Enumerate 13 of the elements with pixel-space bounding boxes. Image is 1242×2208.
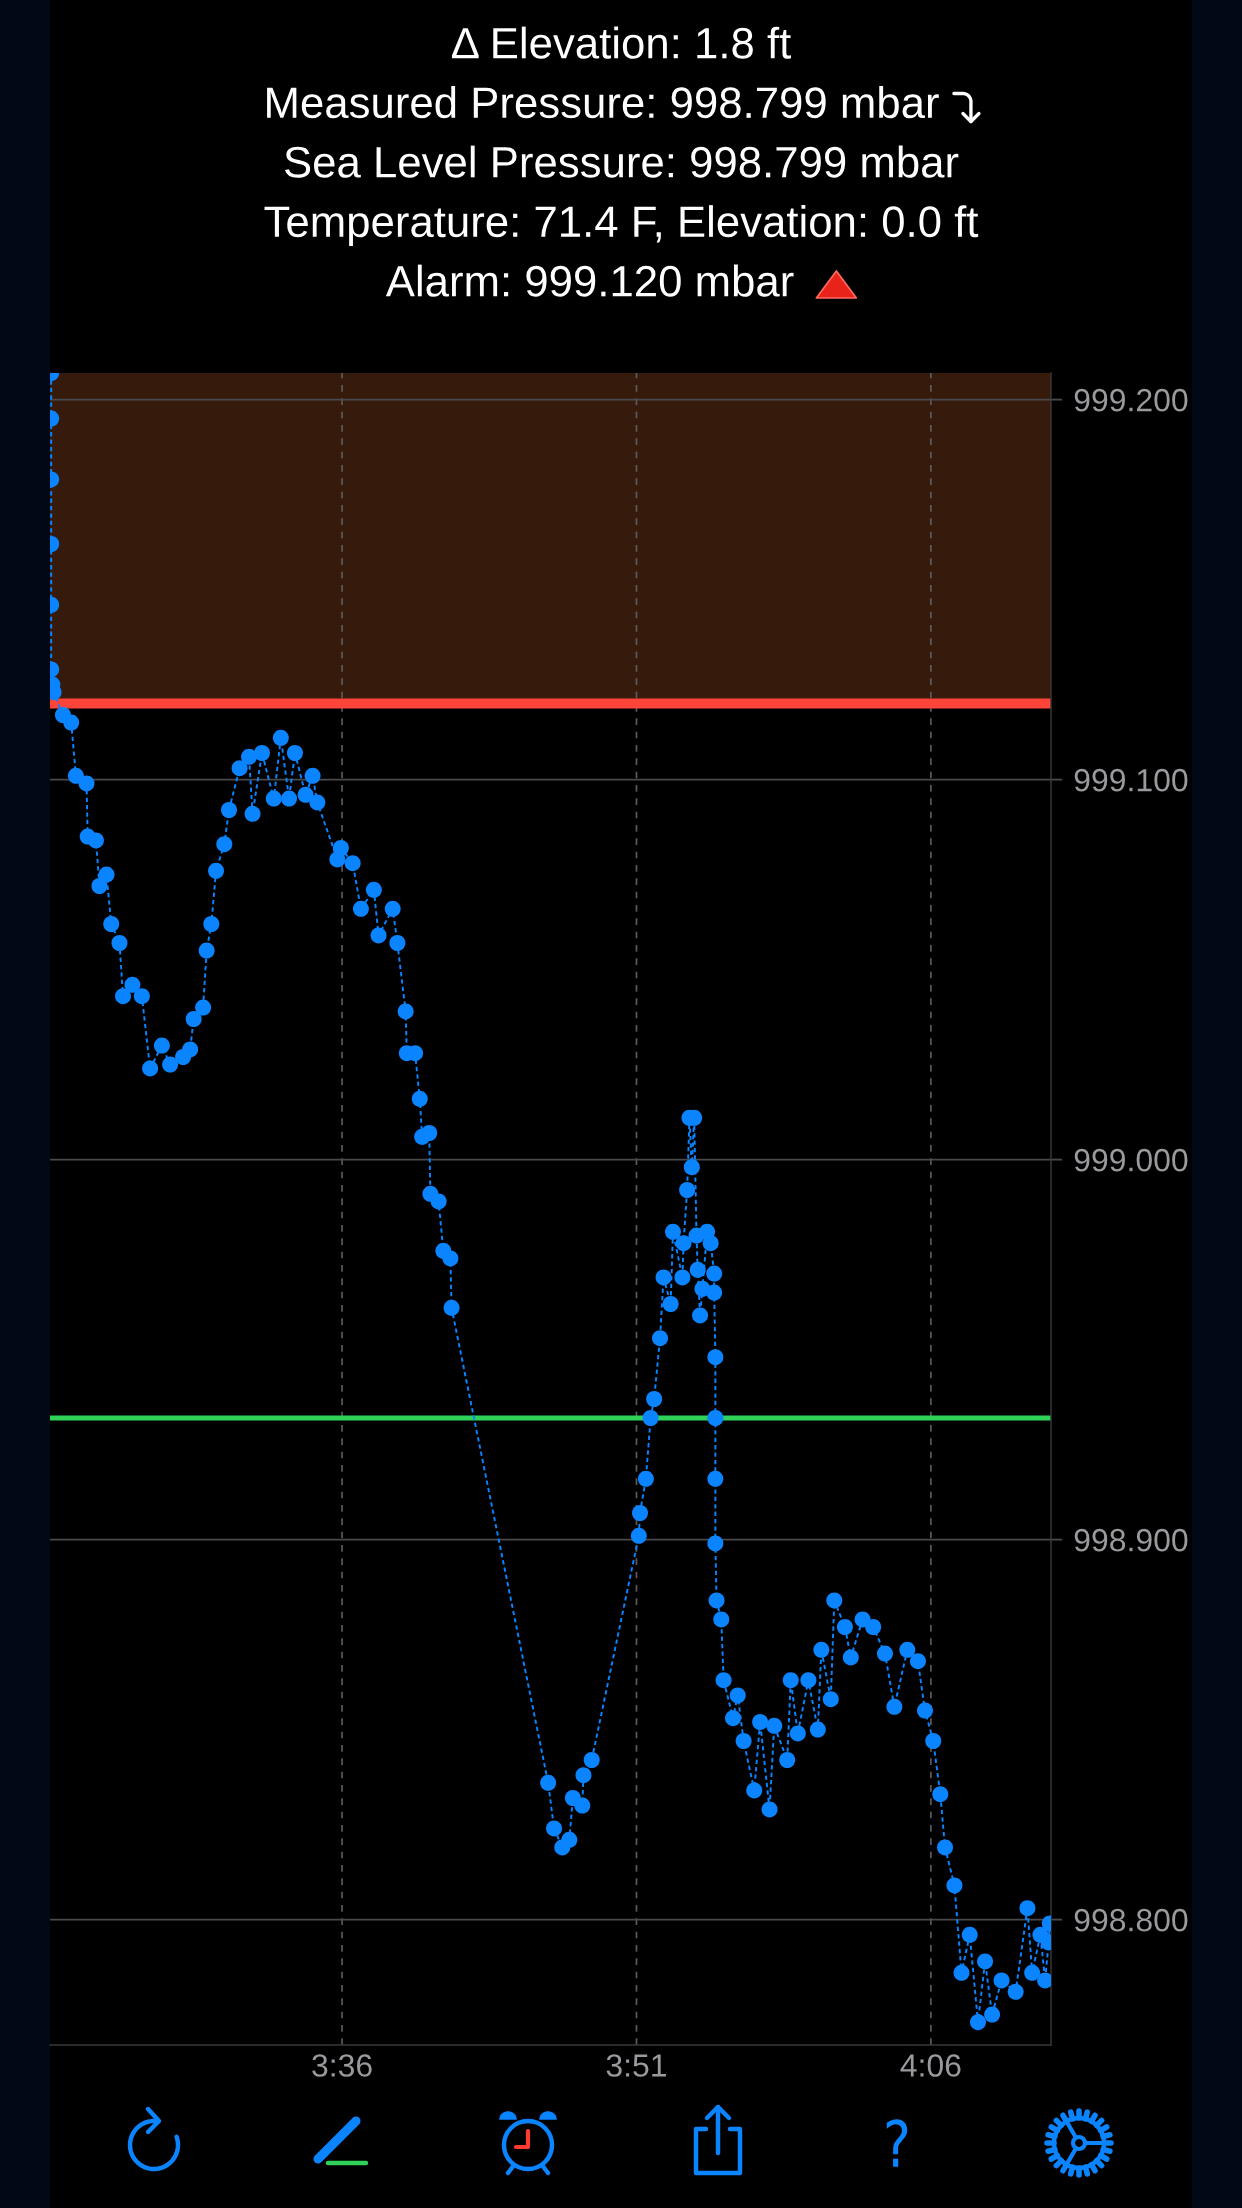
x-tick-label: 3:36 <box>312 2054 372 2077</box>
chart-title: Δ Elevation: 1.8 ft <box>452 26 791 59</box>
text: Temperature: 71.4 F, Elevation: 0.0 ft <box>264 205 979 246</box>
text: Sea Level Pressure: 998.799 mbar <box>284 145 959 178</box>
x-tick-label: 4:06 <box>900 2054 961 2077</box>
text: Measured Pressure: 998.799 mbar <box>267 86 939 119</box>
y-tick-label: 999.100 <box>1074 768 1188 792</box>
y-tick-label: 998.800 <box>1074 1908 1188 1932</box>
y-tick-label: 998.900 <box>1074 1528 1188 1552</box>
y-tick-label: 999.200 <box>1074 388 1188 412</box>
text: Alarm: 999.120 mbar <box>385 264 794 297</box>
x-tick-label: 3:51 <box>606 2054 666 2077</box>
y-tick-label: 999.000 <box>1074 1148 1188 1172</box>
